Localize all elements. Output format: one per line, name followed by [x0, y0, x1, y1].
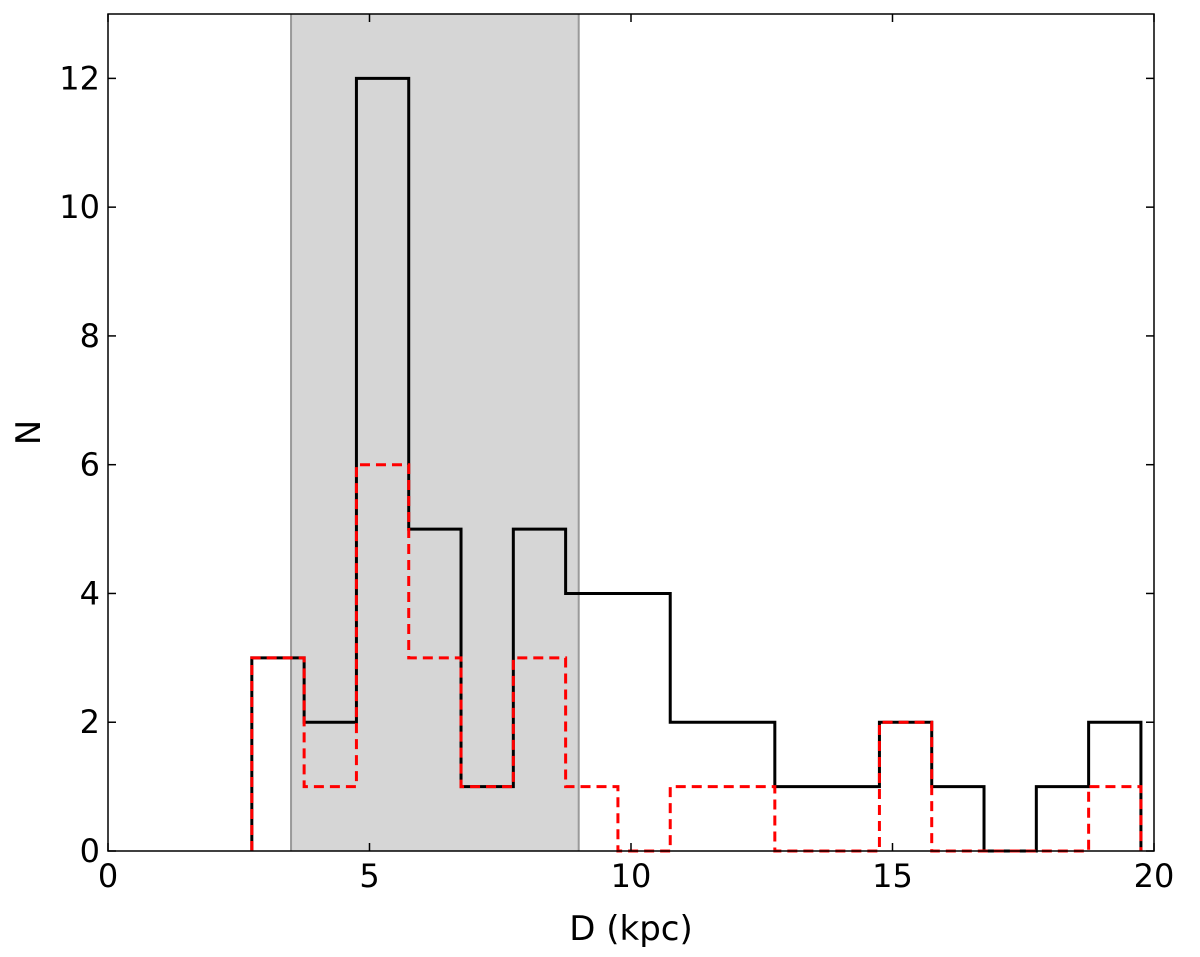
plot-frame — [107, 13, 1155, 852]
x-tick-label: 5 — [359, 857, 379, 895]
y-tick-label: 2 — [80, 703, 100, 741]
y-tick-label: 8 — [80, 317, 100, 355]
y-tick-label: 10 — [59, 188, 100, 226]
histogram-series-2 — [250, 463, 1143, 853]
x-tick-label: 10 — [611, 857, 652, 895]
y-tick-label: 6 — [80, 446, 100, 484]
x-tick-label: 15 — [872, 857, 913, 895]
x-tick-label: 20 — [1134, 857, 1175, 895]
x-axis-label: D (kpc) — [569, 909, 692, 949]
shaded-region — [291, 14, 579, 851]
y-tick-label: 12 — [59, 59, 100, 97]
y-axis-label: N — [9, 420, 49, 445]
y-tick-label: 4 — [80, 574, 100, 612]
y-tick-label: 0 — [80, 832, 100, 870]
x-tick-label: 0 — [98, 857, 118, 895]
